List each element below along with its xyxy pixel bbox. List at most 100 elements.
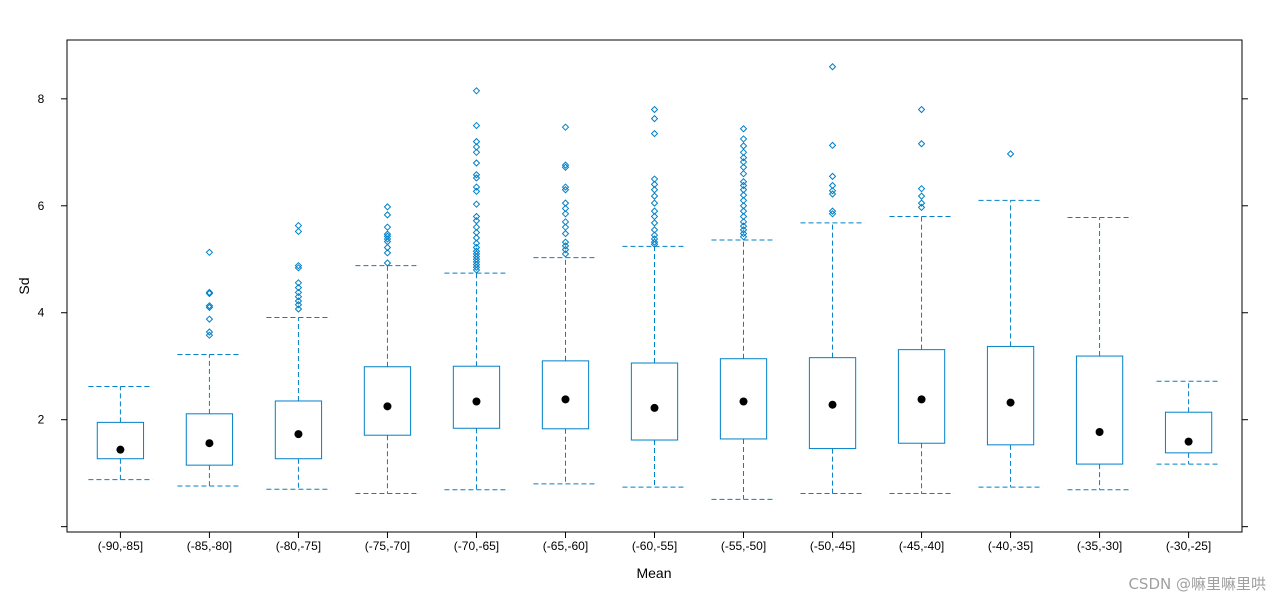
outlier-point [650, 207, 659, 215]
outlier-point [739, 181, 748, 190]
box-iqr [1075, 355, 1124, 465]
outlier-point [650, 238, 659, 246]
outlier-point [739, 196, 748, 205]
outlier-point [650, 105, 659, 114]
outlier-point [739, 229, 748, 238]
x-tick-label: (-55,-50] [721, 539, 766, 553]
outlier-point [383, 223, 392, 231]
outlier-point [383, 211, 392, 219]
outlier-point [739, 226, 748, 234]
outlier-point [561, 229, 570, 238]
median-dot [294, 430, 303, 439]
outlier-point [561, 123, 570, 131]
outlier-point [650, 129, 659, 138]
box-group [355, 203, 420, 494]
x-tick-label: (-45,-40] [899, 539, 944, 553]
outlier-point [383, 243, 392, 252]
median-dot [1095, 427, 1104, 436]
outlier-point [650, 192, 659, 200]
outlier-point [828, 172, 837, 181]
outlier-point [739, 191, 748, 199]
x-tick-label: (-80,-75] [276, 539, 321, 553]
y-tick-label: 8 [38, 92, 45, 106]
outlier-point [917, 199, 926, 207]
outlier-point [205, 328, 214, 336]
median-dot [828, 400, 837, 409]
x-tick-label: (-30,-25] [1166, 539, 1211, 553]
outlier-point [472, 247, 481, 255]
outlier-point [472, 200, 481, 208]
outlier-point [205, 331, 214, 339]
outlier-point [294, 301, 303, 309]
outlier-point [294, 261, 303, 270]
outlier-point [472, 143, 481, 151]
median-dot [383, 402, 392, 411]
outlier-point [828, 141, 837, 150]
outlier-point [917, 192, 926, 200]
outlier-point [472, 171, 481, 179]
outlier-point [561, 223, 570, 231]
box-group [533, 123, 598, 485]
median-dot [116, 445, 125, 454]
box-group [1067, 217, 1132, 491]
outlier-point [650, 235, 659, 243]
outlier-point [828, 63, 837, 71]
outlier-point [294, 292, 303, 301]
outlier-point [650, 186, 659, 194]
outlier-point [472, 183, 481, 191]
y-tick-label: 2 [38, 413, 45, 427]
median-dot [917, 395, 926, 404]
outlier-point [917, 184, 926, 193]
outlier-point [472, 187, 481, 196]
outlier-point [650, 226, 659, 234]
box-iqr [1164, 411, 1213, 454]
outlier-point [650, 175, 659, 183]
outlier-point [472, 217, 481, 225]
median-dot [739, 397, 748, 406]
outlier-point [561, 204, 570, 213]
outlier-point [383, 249, 392, 257]
outlier-point [650, 219, 659, 227]
x-tick-label: (-40,-35] [988, 539, 1033, 553]
box-group [978, 150, 1043, 488]
median-dot [472, 397, 481, 406]
outlier-point [561, 250, 570, 258]
box-iqr [897, 349, 946, 444]
outlier-point [205, 288, 214, 297]
outlier-point [739, 222, 748, 230]
median-dot [1184, 437, 1193, 446]
box-group [88, 386, 153, 481]
outlier-point [650, 114, 659, 123]
outlier-point [561, 218, 570, 226]
x-axis: (-90,-85] (-85,-80] (-80,-75] (-75,-70] (-70… [98, 532, 1211, 553]
outlier-point [294, 283, 303, 292]
outlier-point [739, 163, 748, 171]
outlier-point [383, 230, 392, 238]
box-iqr [808, 357, 857, 450]
outlier-point [917, 140, 926, 148]
outlier-point [739, 186, 748, 194]
outlier-point [294, 305, 303, 313]
box-iqr [363, 366, 412, 436]
outlier-point [294, 297, 303, 305]
outlier-point [472, 223, 481, 231]
outlier-point [739, 125, 748, 133]
y-tick-label: 6 [38, 199, 45, 213]
median-dot [205, 439, 214, 448]
outlier-point [561, 242, 570, 250]
outlier-point [294, 279, 303, 287]
outlier-point [739, 158, 748, 166]
outlier-point [739, 233, 748, 241]
outlier-point [472, 87, 481, 95]
x-tick-label: (-75,-70] [365, 539, 410, 553]
outlier-point [561, 183, 570, 191]
outlier-point [472, 121, 481, 130]
outlier-point [739, 135, 748, 143]
box-iqr [541, 360, 590, 430]
outlier-point [561, 161, 570, 169]
outlier-point [828, 181, 837, 190]
outlier-point [294, 221, 303, 230]
x-tick-label: (-60,-55] [632, 539, 677, 553]
box-group [444, 87, 509, 491]
